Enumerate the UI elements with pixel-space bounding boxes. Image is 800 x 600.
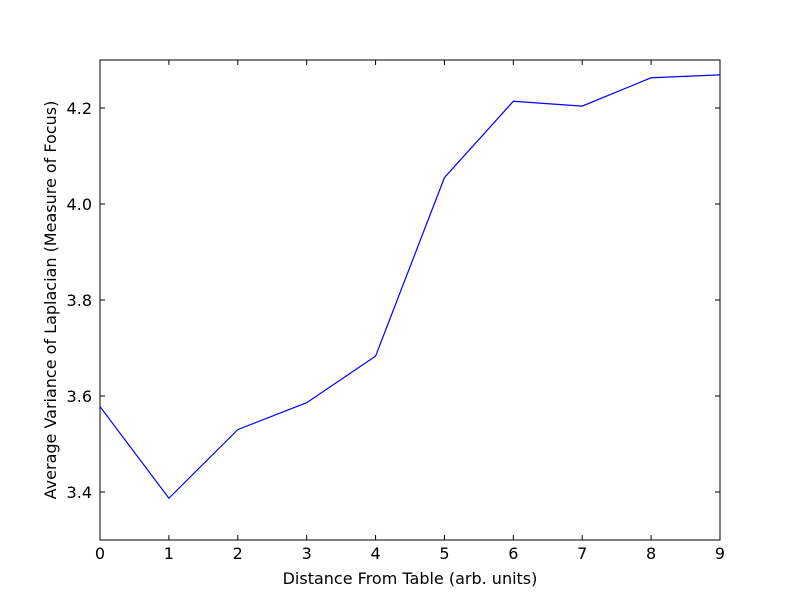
x-tick-label: 1 — [164, 544, 174, 563]
x-tick-label: 9 — [715, 544, 725, 563]
y-axis-ticks: 3.4 3.6 3.8 4.0 4.2 — [67, 99, 720, 502]
plot-layer — [99, 74, 721, 500]
y-tick-label: 3.4 — [67, 483, 92, 502]
series-line-0 — [99, 74, 721, 500]
y-tick-label: 4.0 — [67, 195, 92, 214]
x-tick-label: 8 — [646, 544, 656, 563]
x-tick-label: 2 — [233, 544, 243, 563]
y-axis-label: Average Variance of Laplacian (Measure o… — [41, 101, 60, 500]
x-tick-label: 3 — [302, 544, 312, 563]
x-tick-label: 5 — [439, 544, 449, 563]
x-tick-label: 6 — [508, 544, 518, 563]
x-tick-label: 0 — [95, 544, 105, 563]
y-tick-label: 3.6 — [67, 387, 92, 406]
y-tick-label: 3.8 — [67, 291, 92, 310]
axes-frame — [99, 59, 721, 541]
x-tick-label: 7 — [577, 544, 587, 563]
y-tick-label: 4.2 — [67, 99, 92, 118]
x-tick-label: 4 — [370, 544, 380, 563]
x-axis-label: Distance From Table (arb. units) — [283, 569, 538, 588]
